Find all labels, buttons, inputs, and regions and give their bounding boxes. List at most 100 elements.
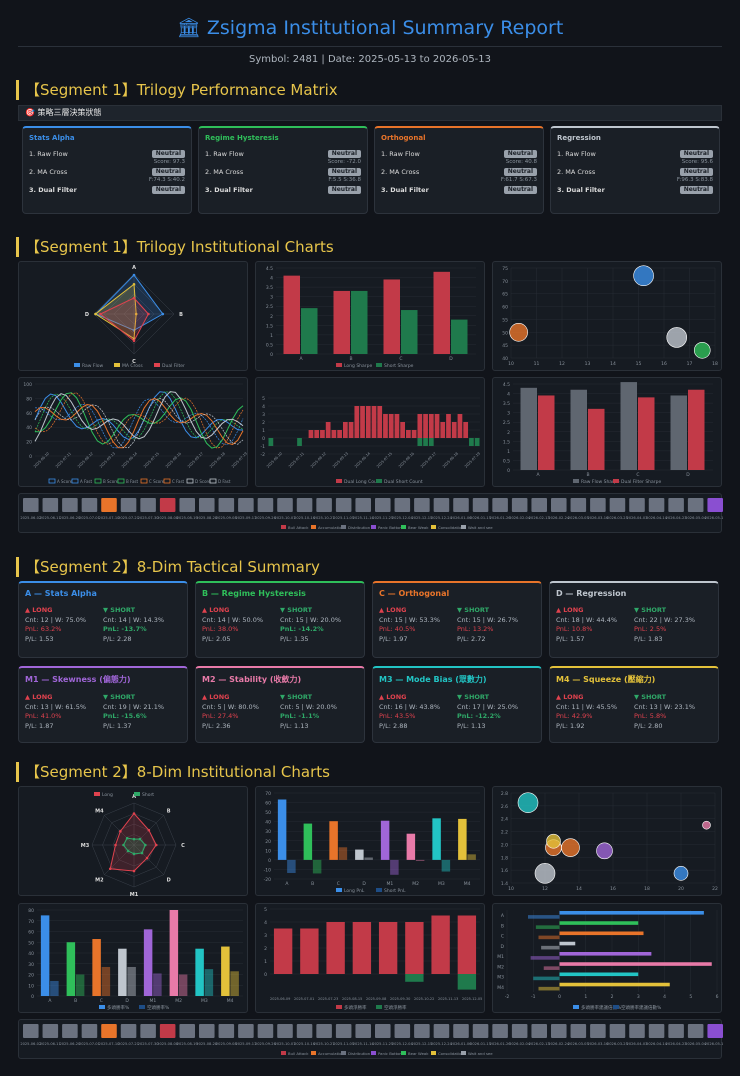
y-tick-label: M2 <box>497 964 504 970</box>
bar-Long Sharpe <box>333 290 350 354</box>
bar-long-count <box>348 422 354 438</box>
bar-short <box>230 971 239 996</box>
date-label: 2025-08-08 <box>157 1042 179 1046</box>
legend-swatch <box>573 479 579 483</box>
bar-Long Sharpe <box>283 275 300 354</box>
tactical-card-title: M3 — Mode Bias (眾數力) <box>379 675 487 684</box>
line-series-C Score <box>34 397 244 449</box>
x-tick-label: 2025-11-13 <box>438 997 458 1001</box>
raw-flow-row: 1. Raw Flow Neutral <box>381 149 537 158</box>
date-label: 2026-03-25 <box>607 516 628 520</box>
bar-long-count <box>365 406 371 438</box>
radar-chart-2: A B C D M1 M2 M3 M4 Long Short <box>18 786 248 898</box>
long-count: Cnt: 18 | W: 44.4% <box>556 615 618 624</box>
bar-long-count <box>320 430 325 438</box>
bar-long <box>458 818 467 860</box>
regime-cell <box>551 1024 567 1038</box>
y-tick-label: 20 <box>28 973 34 979</box>
legend-swatch <box>336 888 342 892</box>
date-label: 2025-07-30 <box>138 1042 160 1046</box>
radar-point <box>144 843 147 847</box>
x-tick-label: C <box>636 472 639 478</box>
legend-swatch <box>376 1005 382 1009</box>
legend-swatch <box>341 525 346 529</box>
legend-label: 多頭勝率% <box>107 1004 130 1011</box>
long-column: ▲ LONG Cnt: 11 | W: 45.5% PnL: 42.9% P/L: 1… <box>556 693 634 731</box>
y-tick-label: 3 <box>270 295 273 301</box>
tactical-card-7: M4 — Squeeze (壓縮力) ▲ LONG Cnt: 11 | W: 45… <box>549 666 719 743</box>
row-label: 3. Dual Filter <box>29 185 77 194</box>
y-tick-label: 50 <box>28 940 34 946</box>
legend-label: Long <box>102 792 113 798</box>
short-column: ▼ SHORT Cnt: 13 | W: 23.1% PnL: 5.8% P/L: 2… <box>634 693 712 731</box>
bar-long <box>352 922 372 974</box>
date-label: 2025-12-15 <box>411 516 432 520</box>
legend-swatch <box>573 1005 579 1009</box>
legend-swatch <box>376 888 382 892</box>
regime-cell <box>590 1024 606 1038</box>
ma-cross-row: 2. MA Cross Neutral <box>205 167 361 176</box>
x-tick-label: 5 <box>689 994 692 1000</box>
legend-label: Bull Attack <box>288 525 309 530</box>
long-count: Cnt: 15 | W: 53.3% <box>379 615 441 624</box>
long-pnl: PnL: 40.5% <box>379 625 416 633</box>
bar-Long Sharpe <box>383 279 400 354</box>
ma-note: F:96.3 S:83.8 <box>676 177 713 183</box>
x-tick-label: C <box>399 356 402 362</box>
legend-label: Short PnL <box>384 888 406 894</box>
bar-short-count <box>297 438 302 446</box>
regime-cell <box>23 498 39 512</box>
date-label: 2025-09-08 <box>216 516 238 520</box>
regime-cell <box>394 498 411 512</box>
date-label: 2025-12-24 <box>431 516 453 520</box>
tactical-card-title: C — Orthogonal <box>379 589 450 598</box>
bar-long-count <box>463 422 469 438</box>
matrix-card-1: Regime Hysteresis 1. Raw Flow Neutral Sco… <box>198 126 368 214</box>
matrix-card-title: Stats Alpha <box>29 134 75 142</box>
line-series-B Score <box>34 392 244 449</box>
legend-swatch <box>281 525 286 529</box>
x-tick-label: B <box>349 356 352 362</box>
bar-short <box>390 859 399 875</box>
legend-swatch <box>311 1051 316 1055</box>
bar-long <box>431 915 450 974</box>
bar-long <box>559 962 712 966</box>
legend-swatch <box>154 363 160 367</box>
date-label: 2025-08-28 <box>196 516 218 520</box>
short-column: ▼ SHORT Cnt: 14 | W: 14.3% PnL: -13.7% P/L:… <box>103 606 181 644</box>
short-column: ▼ SHORT Cnt: 15 | W: 20.0% PnL: -14.2% P/L:… <box>280 606 358 644</box>
bubble-point <box>596 842 613 860</box>
x-tick-label: D <box>686 472 690 478</box>
radar-axis-label: D <box>167 878 171 884</box>
legend-label: B Score <box>103 479 119 484</box>
y-tick-label: 1 <box>270 333 273 339</box>
regime-cell <box>199 1024 215 1038</box>
radar-point <box>119 830 122 833</box>
date-label: 2026-03-05 <box>568 516 589 520</box>
bar-long <box>405 922 424 974</box>
regime-cell <box>433 498 450 512</box>
date-label: 2025-11-05 <box>333 1042 354 1046</box>
x-tick-label: B <box>586 472 589 478</box>
radar-axis-label: C <box>181 843 185 849</box>
y-tick-label: 1.6 <box>501 868 508 874</box>
bar-Short Sharpe <box>301 308 318 354</box>
long-label: ▲ LONG <box>556 606 584 614</box>
radar-point <box>132 339 136 343</box>
regime-cell <box>316 498 332 512</box>
date-label: 2025-12-24 <box>431 1042 453 1046</box>
short-column: ▼ SHORT Cnt: 19 | W: 21.1% PnL: -15.6% P/L:… <box>103 693 181 731</box>
x-tick-label: 2025-10-22 <box>414 997 434 1001</box>
date-label: 2025-06-11 <box>40 1042 61 1046</box>
x-tick-label: 2025-06-14 <box>121 451 139 469</box>
short-column: ▼ SHORT Cnt: 15 | W: 26.7% PnL: 13.2% P/L: … <box>457 606 535 644</box>
regime-cell <box>531 1024 547 1038</box>
legend-swatch <box>336 479 342 483</box>
legend-swatch <box>94 792 100 796</box>
regime-cell <box>257 498 274 512</box>
legend-swatch <box>431 525 436 529</box>
date-label: 2026-01-06 <box>451 1042 473 1046</box>
page-title: 🏛 Zsigma Institutional Summary Report <box>176 17 564 39</box>
legend-swatch <box>186 478 194 484</box>
bar-long <box>559 972 639 977</box>
